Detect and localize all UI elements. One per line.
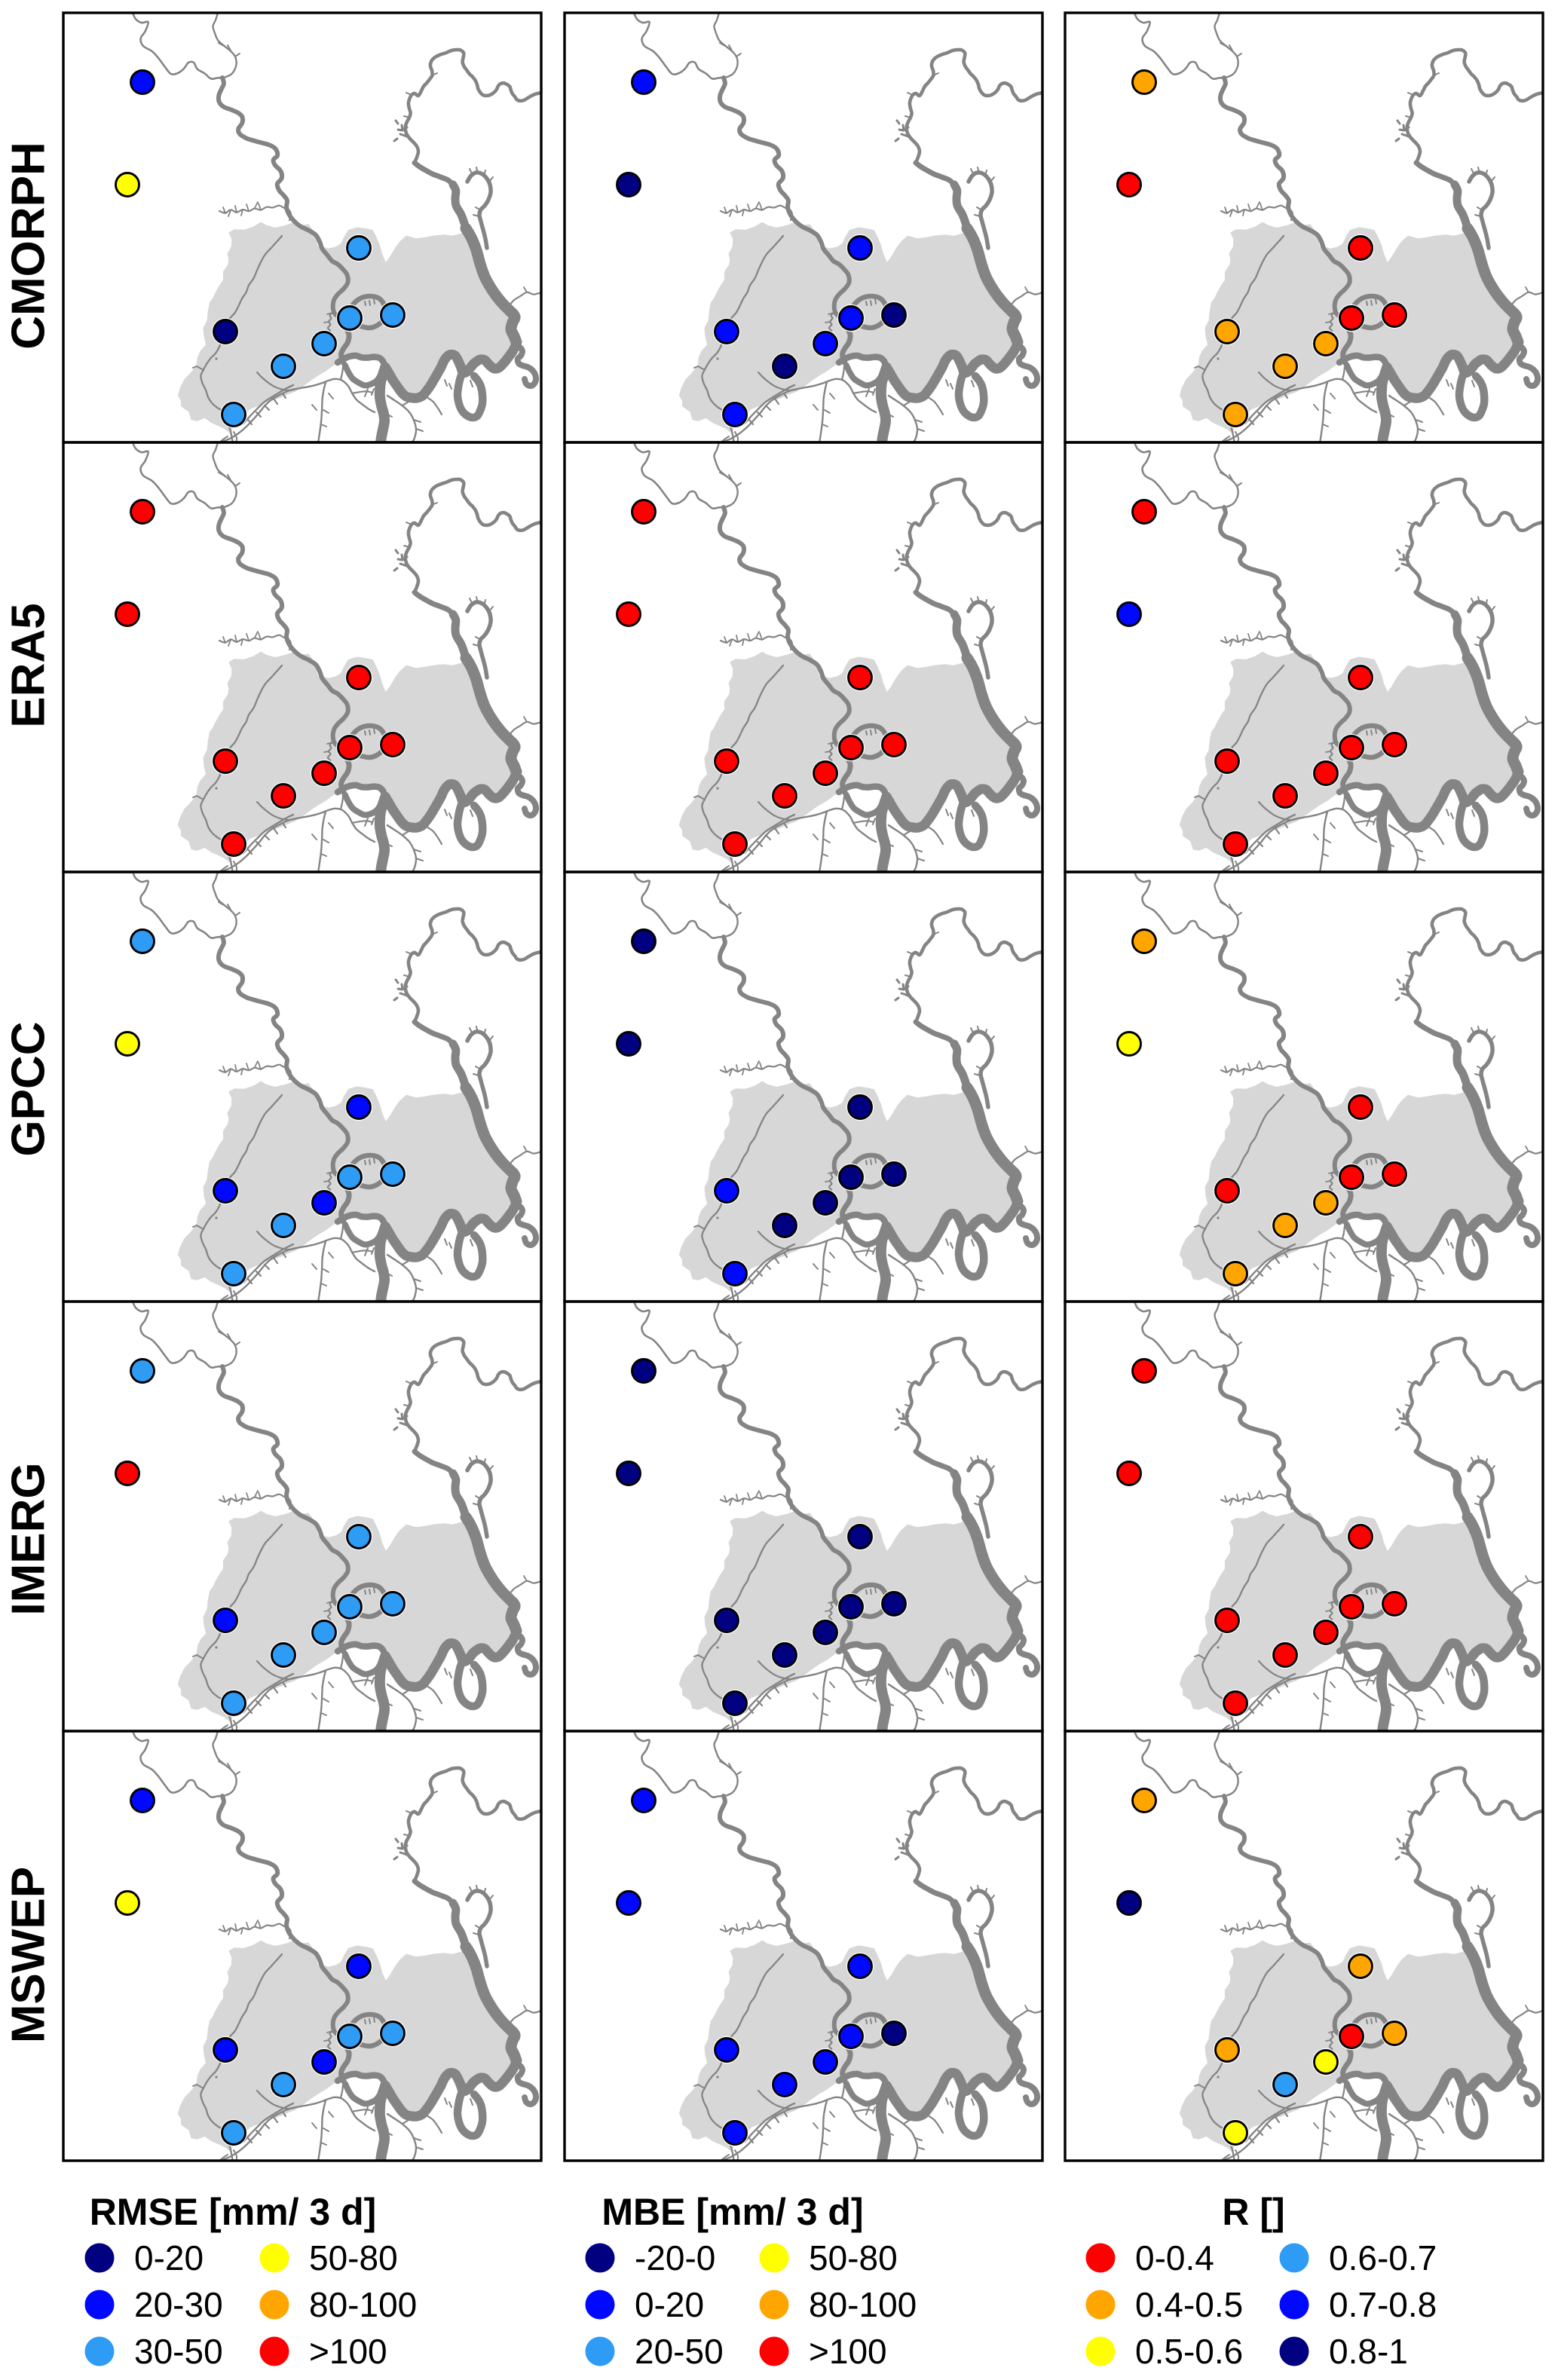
svg-text:>100: >100 [309,2332,387,2371]
svg-text:0.8-1: 0.8-1 [1329,2332,1408,2371]
svg-text:20-30: 20-30 [134,2285,223,2324]
svg-text:>100: >100 [809,2332,887,2371]
svg-text:IMERG: IMERG [3,1462,55,1615]
svg-text:CMORPH: CMORPH [3,142,55,350]
svg-text:R []: R [] [1222,2191,1284,2233]
svg-text:0.5-0.6: 0.5-0.6 [1135,2332,1243,2371]
svg-text:20-50: 20-50 [635,2332,724,2371]
svg-text:0-0.4: 0-0.4 [1135,2238,1214,2278]
svg-text:0.6-0.7: 0.6-0.7 [1329,2238,1437,2278]
svg-text:MSWEP: MSWEP [3,1867,55,2043]
svg-text:0.7-0.8: 0.7-0.8 [1329,2285,1437,2324]
svg-text:50-80: 50-80 [309,2238,398,2278]
svg-text:GPCC: GPCC [3,1021,55,1156]
svg-text:0.4-0.5: 0.4-0.5 [1135,2285,1243,2324]
svg-text:-20-0: -20-0 [635,2238,715,2278]
svg-text:50-80: 50-80 [809,2238,898,2278]
svg-text:ERA5: ERA5 [3,603,55,727]
svg-text:0-20: 0-20 [635,2285,704,2324]
svg-text:0-20: 0-20 [134,2238,204,2278]
svg-text:MBE [mm/ 3 d]: MBE [mm/ 3 d] [601,2191,863,2233]
svg-text:80-100: 80-100 [809,2285,917,2324]
svg-text:RMSE [mm/ 3 d]: RMSE [mm/ 3 d] [90,2191,377,2233]
svg-text:80-100: 80-100 [309,2285,417,2324]
svg-text:30-50: 30-50 [134,2332,223,2371]
